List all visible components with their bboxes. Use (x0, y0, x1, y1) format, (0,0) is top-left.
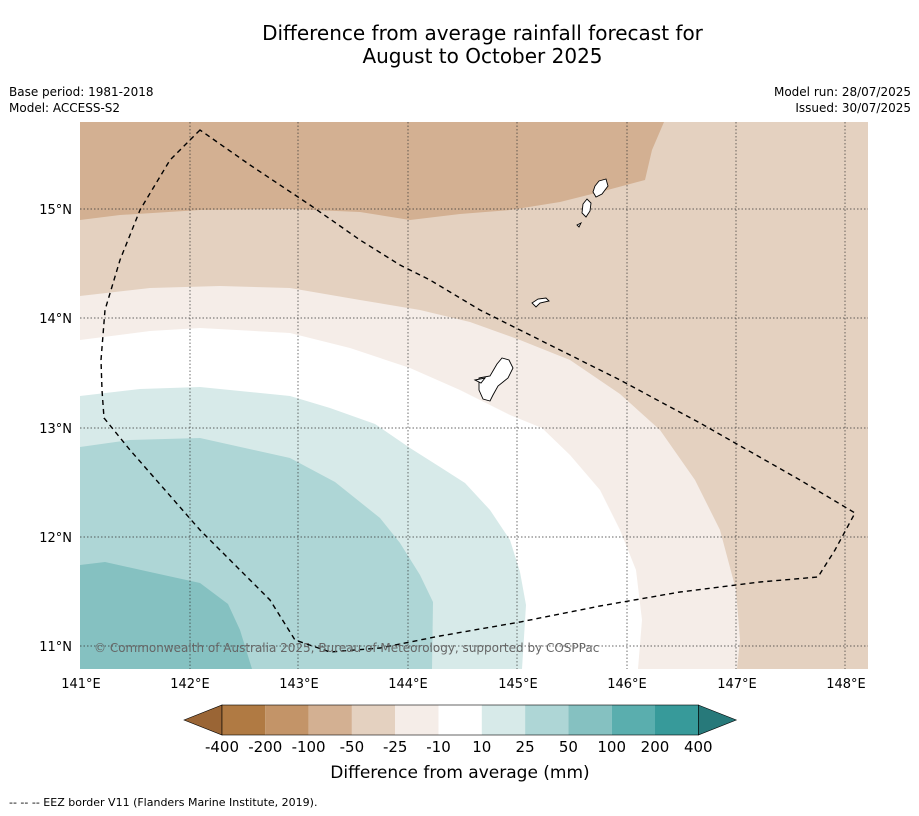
colorbar-segment (438, 705, 482, 735)
colorbar-segment (481, 705, 526, 735)
colorbar-segment (222, 705, 266, 735)
lon-tick-144: 144°E (388, 677, 428, 692)
lat-tick-15: 15°N (39, 203, 72, 218)
lon-tick-143: 143°E (279, 677, 319, 692)
copyright-text: © Commonwealth of Australia 2025, Bureau… (94, 641, 599, 655)
colorbar-segment (351, 705, 396, 735)
colorbar-tick-label: 400 (684, 738, 713, 756)
rota-island (531, 297, 550, 308)
chart-title: Difference from average rainfall forecas… (0, 22, 919, 68)
colorbar-tick-label: -10 (426, 738, 451, 756)
colorbar-tick-label: -100 (292, 738, 326, 756)
lat-tick-11: 11°N (39, 640, 72, 655)
islands (473, 178, 609, 402)
colorbar-tick-label: 25 (516, 738, 535, 756)
aguijan-island (576, 221, 583, 228)
guam-island (478, 357, 514, 402)
colorbar-segment (525, 705, 569, 735)
colorbar-extend-high (697, 704, 738, 736)
contour-100 (80, 562, 252, 669)
colorbar-segment (395, 705, 439, 735)
colorbar-extend-low (183, 704, 223, 736)
colorbar-tick-label: 200 (641, 738, 670, 756)
colorbar: -400 -200 -100 -50 -25 -10 10 25 50 100 200 400 (183, 704, 738, 756)
graticule (80, 122, 868, 669)
lon-tick-141: 141°E (61, 677, 101, 692)
model-run: Model run: 28/07/2025 (773, 85, 911, 99)
eez-border (100, 129, 856, 653)
lat-ticks: 15°N 14°N 13°N 12°N 11°N (39, 203, 72, 655)
colorbar-label: Difference from average (mm) (330, 763, 589, 783)
colorbar-segment (655, 705, 699, 735)
lat-tick-12: 12°N (39, 531, 72, 546)
lat-tick-13: 13°N (39, 422, 72, 437)
eez-legend: -- -- -- EEZ border V11 (Flanders Marine… (9, 796, 318, 809)
title-line-2: August to October 2025 (362, 44, 603, 68)
title-line-1: Difference from average rainfall forecas… (262, 21, 703, 45)
rainfall-contours (80, 122, 868, 669)
colorbar-tick-label: 50 (559, 738, 578, 756)
lat-tick-14: 14°N (39, 312, 72, 327)
lon-tick-142: 142°E (170, 677, 210, 692)
lon-tick-148: 148°E (826, 677, 866, 692)
colorbar-tick-label: -25 (383, 738, 408, 756)
lon-tick-145: 145°E (498, 677, 538, 692)
base-period: Base period: 1981-2018 (9, 85, 154, 99)
issued-date: Issued: 30/07/2025 (795, 101, 911, 115)
colorbar-tick-label: 10 (472, 738, 491, 756)
lon-ticks: 141°E 142°E 143°E 144°E 145°E 146°E 147°… (61, 677, 866, 692)
guam-point (473, 377, 487, 384)
model-name: Model: ACCESS-S2 (9, 101, 121, 115)
meta-right: Model run: 28/07/2025 Issued: 30/07/2025 (774, 84, 911, 116)
colorbar-tick-label: -200 (248, 738, 282, 756)
colorbar-segment (568, 705, 612, 735)
colorbar-tick-label: -50 (340, 738, 365, 756)
tinian-island (581, 198, 592, 218)
colorbar-tick-label: -400 (205, 738, 239, 756)
colorbar-segment (308, 705, 352, 735)
lon-tick-147: 147°E (717, 677, 757, 692)
colorbar-tick-label: 100 (597, 738, 626, 756)
colorbar-segment (611, 705, 655, 735)
meta-left: Base period: 1981-2018 Model: ACCESS-S2 (9, 84, 154, 116)
contour-minus-50 (80, 122, 664, 220)
lon-tick-146: 146°E (607, 677, 647, 692)
saipan-island (592, 178, 609, 198)
colorbar-outline (221, 704, 699, 736)
colorbar-segment (265, 705, 309, 735)
